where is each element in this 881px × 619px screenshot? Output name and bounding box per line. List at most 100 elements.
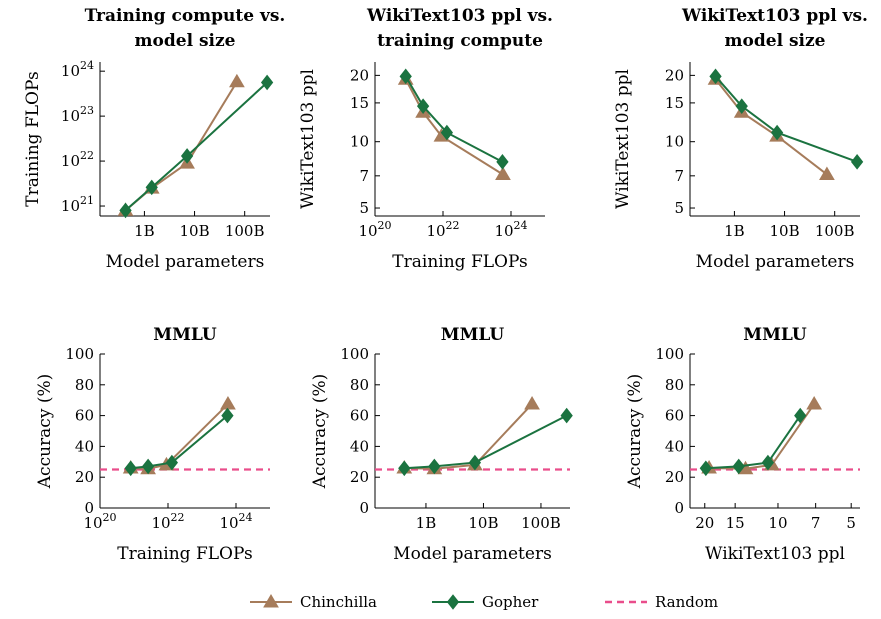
y-tick-label: 10 — [665, 133, 684, 151]
chart-panel-p2: WikiText103 ppl vs. training compute 10 20 1… — [298, 6, 553, 272]
y-tick-label: 1021 — [61, 194, 94, 215]
x-tick-label: 10B — [769, 222, 799, 240]
chart-title-line: MMLU — [153, 325, 217, 345]
y-tick-label: 1023 — [61, 104, 94, 125]
x-tick-label: 1022 — [426, 219, 459, 240]
series-line-chinchilla — [130, 403, 229, 470]
x-tick-label: 1B — [724, 222, 745, 240]
x-tick-label: 20 — [695, 514, 714, 532]
data-point-chinchilla — [806, 396, 823, 410]
y-tick-label: 40 — [665, 437, 684, 455]
x-tick-label: 100B — [521, 514, 561, 532]
y-tick-label: 1024 — [61, 59, 94, 80]
x-tick-label: 1B — [134, 222, 155, 240]
y-tick-label: 5 — [674, 199, 684, 217]
data-point-gopher — [145, 179, 158, 196]
data-point-gopher — [399, 68, 412, 85]
data-point-gopher — [141, 458, 155, 475]
x-tick-label: 1024 — [219, 511, 252, 532]
chart-title-line: MMLU — [441, 325, 505, 345]
x-tick-label: 7 — [811, 514, 821, 532]
data-point-gopher — [761, 454, 775, 471]
series-line-gopher — [404, 75, 503, 163]
y-tick-label: 20 — [665, 66, 684, 84]
data-point-chinchilla — [819, 166, 835, 180]
x-axis-label: WikiText103 ppl — [705, 544, 845, 564]
data-point-gopher — [699, 460, 712, 477]
y-tick-label: 80 — [350, 376, 369, 394]
y-axis-label: Training FLOPs — [23, 71, 43, 206]
y-tick-label: 60 — [75, 407, 94, 425]
data-point-chinchilla — [229, 73, 245, 88]
y-tick-label: 40 — [75, 437, 94, 455]
y-tick-label: 10 — [350, 133, 369, 151]
data-point-gopher — [850, 154, 864, 170]
series-line-gopher — [130, 414, 229, 470]
chart-title-line: MMLU — [743, 325, 807, 345]
series-line-gopher — [404, 414, 568, 470]
series-line-chinchilla — [404, 78, 504, 176]
y-tick-label: 20 — [75, 468, 94, 486]
data-point-gopher — [496, 154, 509, 170]
data-point-chinchilla — [524, 396, 540, 410]
legend-marker — [263, 594, 279, 608]
y-tick-label: 0 — [674, 499, 684, 517]
data-point-gopher — [440, 124, 454, 141]
series-line-chinchilla — [124, 81, 238, 212]
legend-label: Random — [655, 593, 718, 611]
legend-item-random: Random — [605, 593, 718, 611]
legend: Chinchilla Gopher Random — [250, 593, 718, 611]
chart-panel-p3: WikiText103 ppl vs. model size 1B 10B 100B 5 7… — [613, 6, 868, 272]
x-axis-label: Model parameters — [393, 544, 552, 564]
x-axis-label: Model parameters — [106, 252, 265, 272]
data-point-gopher — [119, 202, 132, 219]
y-axis-label: Accuracy (%) — [625, 374, 645, 489]
y-axis-label: Accuracy (%) — [35, 374, 55, 489]
y-axis-label: Accuracy (%) — [310, 374, 330, 489]
y-tick-label: 60 — [350, 407, 369, 425]
chart-title-line: WikiText103 ppl vs. — [366, 6, 553, 26]
y-tick-label: 80 — [75, 376, 94, 394]
y-tick-label: 0 — [84, 499, 94, 517]
data-point-gopher — [468, 454, 482, 471]
chart-title-line: training compute — [377, 31, 543, 51]
y-axis-label: WikiText103 ppl — [298, 69, 318, 209]
x-tick-label: 1024 — [494, 219, 527, 240]
legend-label: Gopher — [482, 593, 539, 611]
chart-title-line: model size — [725, 31, 826, 51]
data-point-gopher — [735, 98, 748, 114]
data-point-gopher — [732, 458, 745, 475]
series-line-chinchilla — [709, 403, 815, 470]
y-tick-label: 80 — [665, 376, 684, 394]
y-tick-label: 20 — [350, 66, 369, 84]
x-tick-label: 5 — [846, 514, 856, 532]
data-point-gopher — [428, 458, 441, 475]
y-tick-label: 15 — [665, 94, 684, 112]
data-point-gopher — [794, 407, 807, 424]
y-tick-label: 20 — [665, 468, 684, 486]
x-tick-label: 100B — [225, 222, 265, 240]
data-point-chinchilla — [495, 166, 511, 180]
y-tick-label: 5 — [359, 199, 369, 217]
x-tick-label: 1022 — [151, 511, 184, 532]
x-axis-label: Training FLOPs — [392, 252, 527, 272]
y-tick-label: 60 — [665, 407, 684, 425]
legend-label: Chinchilla — [300, 593, 377, 611]
legend-marker — [446, 594, 460, 610]
y-tick-label: 7 — [359, 167, 369, 185]
data-point-gopher — [709, 68, 722, 85]
chart-title-line: model size — [135, 31, 236, 51]
series-line-chinchilla — [714, 78, 828, 176]
chart-panel-p6: MMLU 20 15 10 7 5 0 20 40 60 80 100 WikiText103 ppl A… — [625, 325, 860, 564]
chart-panel-p1: Training compute vs. model size 1B 10B 100B 1… — [23, 6, 285, 272]
x-axis-label: Training FLOPs — [117, 544, 252, 564]
data-point-gopher — [398, 460, 411, 477]
data-point-chinchilla — [220, 396, 236, 410]
y-tick-label: 100 — [340, 345, 369, 363]
y-tick-label: 15 — [350, 94, 369, 112]
x-tick-label: 10B — [179, 222, 209, 240]
y-tick-label: 40 — [350, 437, 369, 455]
y-tick-label: 100 — [65, 345, 94, 363]
